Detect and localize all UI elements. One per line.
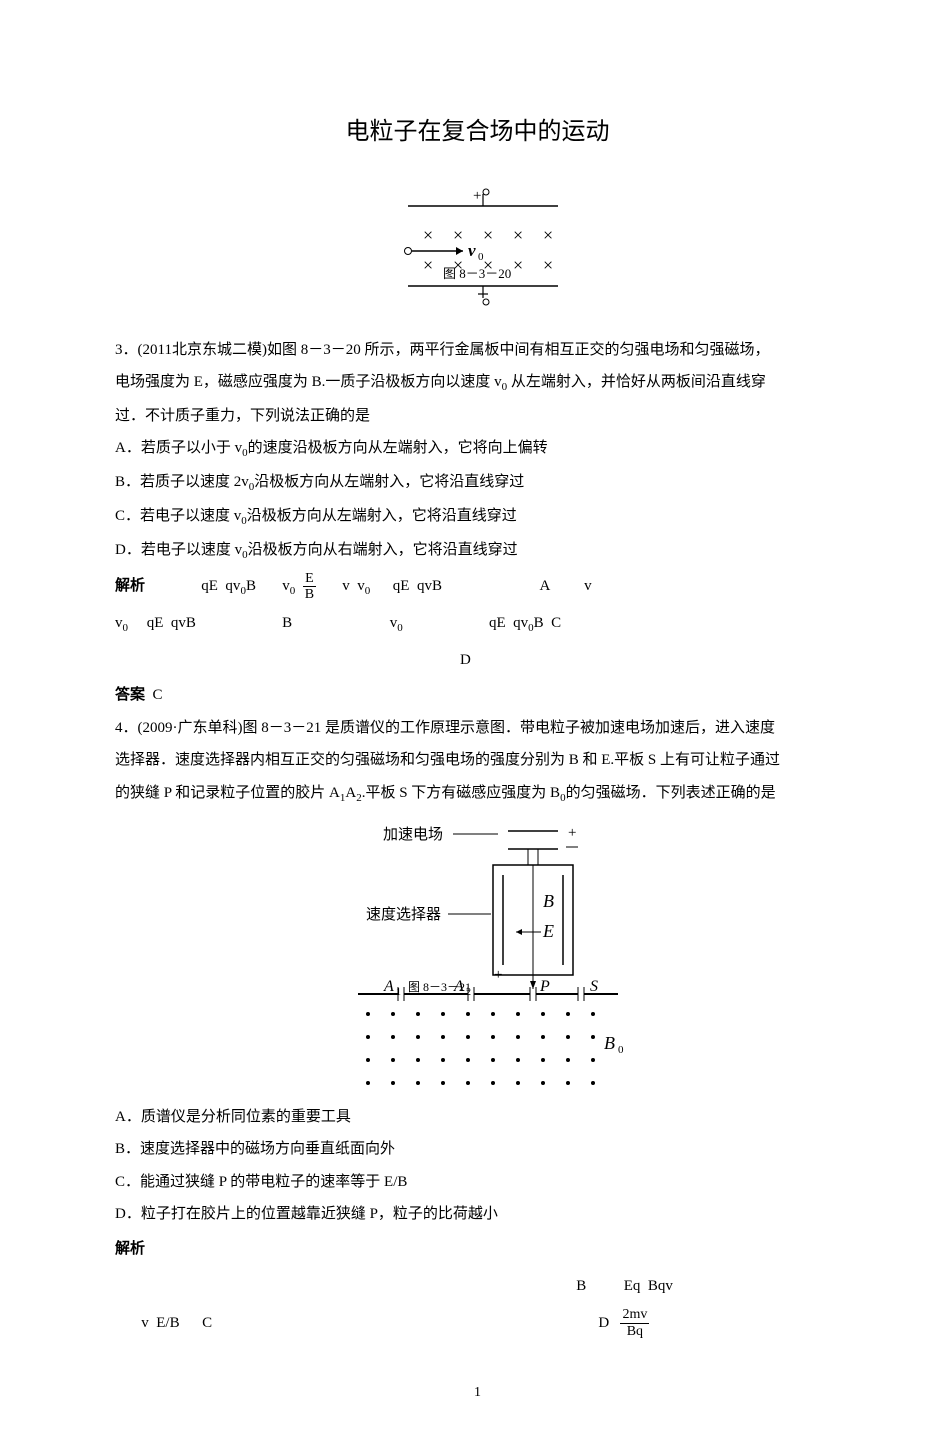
svg-text:×: ×	[543, 225, 553, 245]
fig1-caption: 图 8－3－20	[443, 266, 511, 281]
fig2-svg: 加速电场 + 速度选择器 + B	[298, 819, 658, 1099]
q4-option-d: D．粒子打在胶片上的位置越靠近狭缝 P，粒子的比荷越小	[115, 1200, 840, 1229]
q4-option-b: B．速度选择器中的磁场方向垂直纸面向外	[115, 1135, 840, 1164]
figure-8-3-20: + ××××× ××××× v 0 图 8－3－20	[115, 186, 840, 326]
q3-option-d: D．若电子以速度 v0沿极板方向从右端射入，它将沿直线穿过	[115, 536, 840, 566]
q3-solution: 解析 qE qv0B v0 EB v v0 qE qvB A v	[115, 570, 840, 603]
svg-text:×: ×	[513, 255, 523, 275]
svg-text:S: S	[590, 978, 598, 995]
svg-text:B: B	[604, 1033, 615, 1053]
fig1-svg: + ××××× ××××× v 0 图 8－3－20	[368, 186, 588, 326]
svg-text:×: ×	[423, 255, 433, 275]
svg-text:P: P	[539, 978, 550, 995]
q3-answer: 答案 C	[115, 681, 840, 710]
q3-option-a: A．若质子以小于 v0的速度沿极板方向从左端射入，它将向上偏转	[115, 434, 840, 464]
q4-solution-3: v E/B C D 2mvBq	[115, 1307, 840, 1340]
q4-stem-line2: 选择器．速度选择器内相互正交的匀强磁场和匀强电场的强度分别为 B 和 E.平板 …	[115, 746, 840, 775]
page-title: 电粒子在复合场中的运动	[115, 110, 840, 156]
q3-option-b: B．若质子以速度 2v0沿极板方向从左端射入，它将沿直线穿过	[115, 468, 840, 498]
q3-solution-3: D	[115, 644, 840, 677]
svg-text:+: +	[473, 188, 481, 204]
svg-text:B: B	[543, 891, 554, 911]
svg-text:E: E	[542, 921, 554, 941]
q4-option-a: A．质谱仪是分析同位素的重要工具	[115, 1103, 840, 1132]
svg-text:速度选择器: 速度选择器	[366, 906, 441, 923]
svg-text:+: +	[568, 825, 576, 841]
q4-solution-2: B Eq Bqv	[115, 1270, 840, 1303]
svg-text:0: 0	[478, 251, 484, 263]
q3-stem-line2: 电场强度为 E，磁感应强度为 B.一质子沿极板方向以速度 v0 从左端射入，并恰…	[115, 368, 840, 398]
q3-solution-2: v0 qE qvB B v0 qE qv0B C	[115, 607, 840, 640]
q4-stem-line1: 4．(2009·广东单科)图 8－3－21 是质谱仪的工作原理示意图．带电粒子被…	[115, 714, 840, 743]
q3-num: 3．(2011	[115, 342, 172, 358]
q4-stem-line3: 的狭缝 P 和记录粒子位置的胶片 A1A2.平板 S 下方有磁感应强度为 B0的…	[115, 779, 840, 809]
svg-text:+: +	[494, 967, 502, 983]
svg-text:×: ×	[483, 225, 493, 245]
svg-text:A: A	[383, 978, 394, 995]
q3-source: 北京东城二模	[172, 342, 262, 358]
figure-8-3-21: 加速电场 + 速度选择器 + B	[115, 819, 840, 1099]
q4-option-c: C．能通过狭缝 P 的带电粒子的速率等于 E/B	[115, 1168, 840, 1197]
svg-text:×: ×	[513, 225, 523, 245]
q3-stem-line1: 3．(2011北京东城二模)如图 8－3－20 所示，两平行金属板中间有相互正交…	[115, 336, 840, 365]
q4-solution: 解析	[115, 1233, 840, 1266]
svg-text:×: ×	[543, 255, 553, 275]
svg-text:0: 0	[618, 1044, 624, 1056]
page-number: 1	[115, 1380, 840, 1407]
svg-text:×: ×	[423, 225, 433, 245]
svg-text:1: 1	[396, 987, 401, 998]
svg-text:图 8－3－21: 图 8－3－21	[408, 980, 471, 994]
q3-stem-line3: 过．不计质子重力，下列说法正确的是	[115, 402, 840, 431]
svg-text:v: v	[468, 241, 476, 260]
svg-text:加速电场: 加速电场	[383, 826, 443, 843]
svg-text:×: ×	[453, 225, 463, 245]
q3-s1: )如图 8－3－20 所示，两平行金属板中间有相互正交的匀强电场和匀强磁场，	[262, 342, 770, 358]
q3-option-c: C．若电子以速度 v0沿极板方向从左端射入，它将沿直线穿过	[115, 502, 840, 532]
